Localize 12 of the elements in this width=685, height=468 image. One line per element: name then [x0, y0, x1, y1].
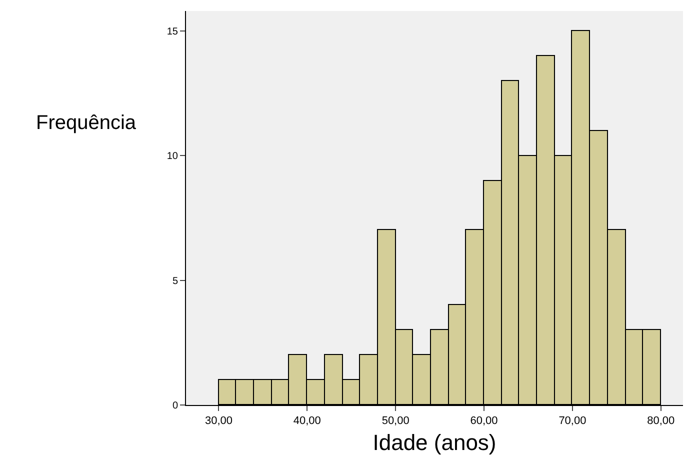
x-tick-label: 50,00: [382, 415, 410, 428]
y-axis-title: Frequência: [36, 112, 137, 134]
y-tick-label: 10: [166, 151, 178, 162]
y-tick-label: 0: [172, 400, 178, 412]
x-tick-label: 30,00: [204, 415, 232, 428]
x-tick-label: 40,00: [293, 415, 321, 428]
x-tick-label: 70,00: [558, 415, 586, 428]
x-tick-label: 60,00: [470, 415, 498, 428]
y-tick-label: 15: [166, 26, 178, 38]
x-axis-title: Idade (anos): [372, 430, 496, 456]
x-tick-label: 80,00: [647, 415, 675, 428]
y-tick-label: 5: [172, 276, 178, 287]
